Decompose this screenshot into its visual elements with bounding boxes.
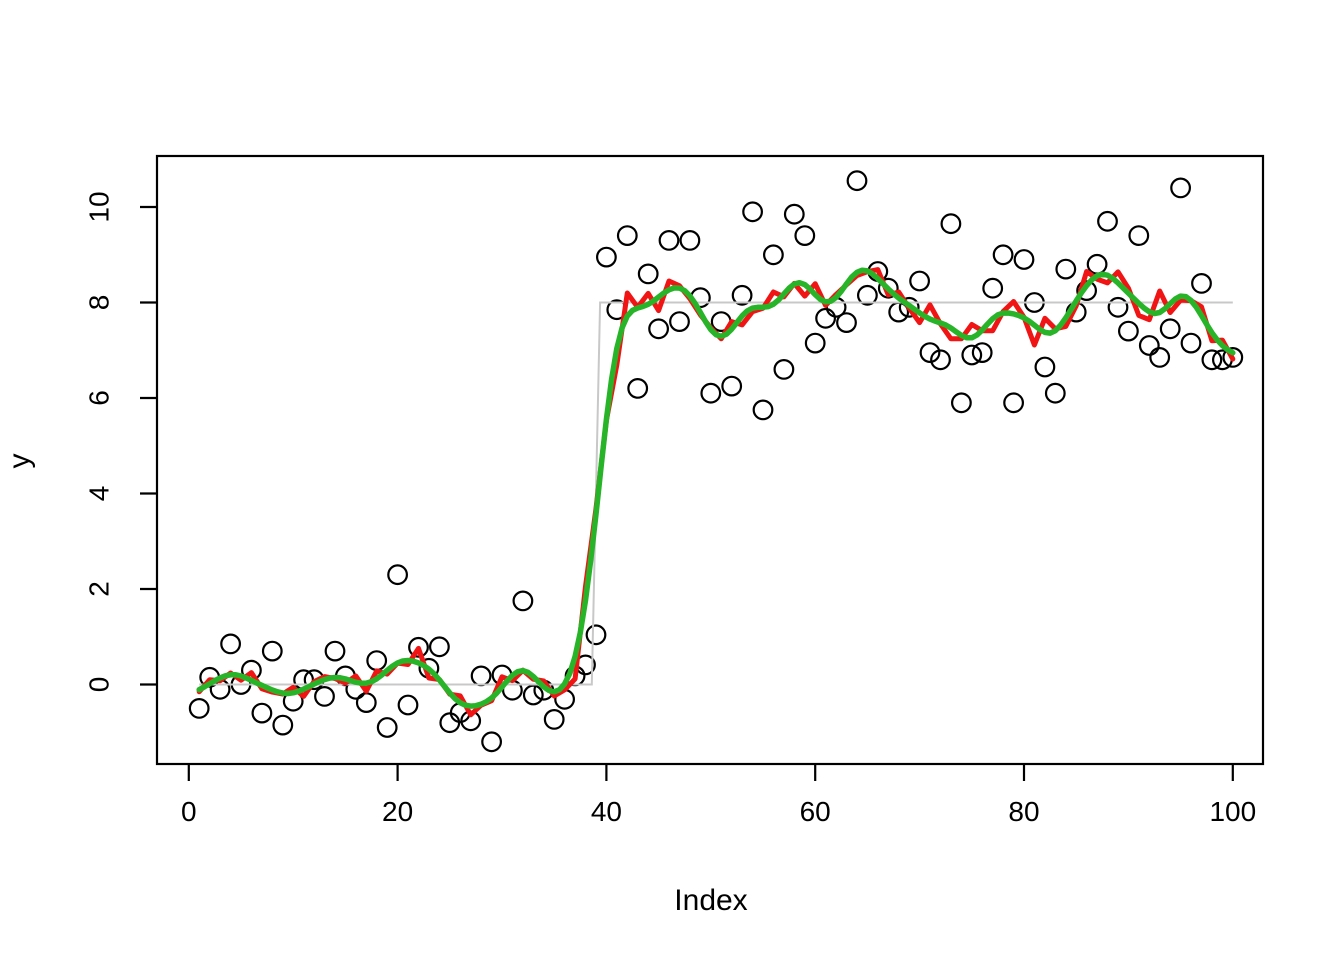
data-point <box>1107 296 1129 318</box>
data-point <box>836 312 857 334</box>
data-point <box>815 307 836 329</box>
data-point <box>1076 280 1097 302</box>
data-point <box>585 624 607 646</box>
data-point <box>1034 356 1056 378</box>
data-point <box>366 650 388 671</box>
data-point <box>481 731 503 753</box>
data-point <box>1170 177 1191 199</box>
data-point <box>658 229 680 251</box>
data-point <box>376 717 398 738</box>
data-point <box>961 344 983 366</box>
data-point <box>397 694 419 716</box>
data-point <box>721 375 743 397</box>
data-point <box>1138 335 1160 356</box>
data-point <box>314 686 335 707</box>
data-point <box>627 378 649 399</box>
data-point <box>439 712 461 734</box>
data-point <box>1149 347 1171 368</box>
data-point <box>355 692 377 713</box>
data-point <box>1128 225 1150 247</box>
data-point <box>846 170 868 192</box>
data-point <box>982 277 1004 299</box>
data-point <box>930 349 951 371</box>
data-point <box>272 714 294 736</box>
data-point <box>763 244 784 266</box>
data-point <box>522 684 544 706</box>
data-point <box>752 399 774 421</box>
data-point <box>700 382 722 404</box>
points-layer <box>188 170 1244 753</box>
data-point <box>1180 332 1202 354</box>
data-point <box>773 359 795 380</box>
data-point <box>1003 392 1024 414</box>
data-point <box>731 284 753 306</box>
data-point <box>1159 318 1181 340</box>
data-point <box>1097 210 1118 232</box>
lines-layer <box>196 267 1236 718</box>
data-point <box>512 590 534 612</box>
data-point <box>251 702 273 724</box>
data-point <box>1044 382 1066 404</box>
data-point <box>1055 258 1077 280</box>
data-point <box>951 392 972 414</box>
y-tick-label: 2 <box>84 581 115 597</box>
x-tick-label: 20 <box>382 796 413 827</box>
plot-layers: 0 20 40 60 80 100 0 2 4 6 8 10 <box>84 154 1265 827</box>
x-tick-label: 0 <box>181 796 197 827</box>
x-tick-label: 80 <box>1008 796 1039 827</box>
data-point <box>1191 273 1212 294</box>
data-point <box>648 318 669 340</box>
x-tick-label: 100 <box>1209 796 1256 827</box>
y-tick-label: 0 <box>84 677 115 693</box>
x-axis-title: Index <box>674 884 747 917</box>
y-tick-label: 8 <box>84 295 115 311</box>
data-point <box>742 201 763 223</box>
kernel-smooth-line <box>196 267 1236 709</box>
data-point <box>220 633 242 655</box>
data-point <box>679 229 701 251</box>
data-point <box>616 225 638 247</box>
data-point <box>470 665 492 687</box>
data-point <box>637 263 659 285</box>
data-point <box>857 284 878 306</box>
x-tick-label: 40 <box>591 796 622 827</box>
data-point <box>669 311 690 333</box>
data-point <box>1013 249 1035 270</box>
data-point <box>1222 347 1244 368</box>
data-point <box>919 342 941 364</box>
y-axis-title: y <box>3 454 36 469</box>
data-point <box>429 636 450 658</box>
data-point <box>909 270 930 292</box>
y-tick-label: 4 <box>84 486 115 502</box>
data-point <box>1117 320 1139 342</box>
data-point <box>324 640 346 662</box>
data-point <box>783 203 805 225</box>
true-mean-line <box>199 301 1233 686</box>
data-point <box>794 225 816 247</box>
data-point <box>940 213 962 235</box>
data-point <box>188 698 210 719</box>
data-point <box>261 640 283 662</box>
x-tick-label: 60 <box>800 796 831 827</box>
data-point <box>971 342 993 364</box>
y-tick-label: 10 <box>84 191 115 222</box>
data-point <box>1086 253 1108 275</box>
data-point <box>543 709 565 730</box>
plot-frame <box>155 154 1265 766</box>
y-tick-label: 6 <box>84 390 115 406</box>
data-point <box>992 244 1014 266</box>
data-point <box>1201 349 1223 371</box>
data-point <box>387 564 409 586</box>
data-point <box>408 636 429 658</box>
data-point <box>804 332 826 354</box>
data-point <box>898 296 920 318</box>
data-point <box>596 246 617 268</box>
data-point <box>877 277 899 299</box>
